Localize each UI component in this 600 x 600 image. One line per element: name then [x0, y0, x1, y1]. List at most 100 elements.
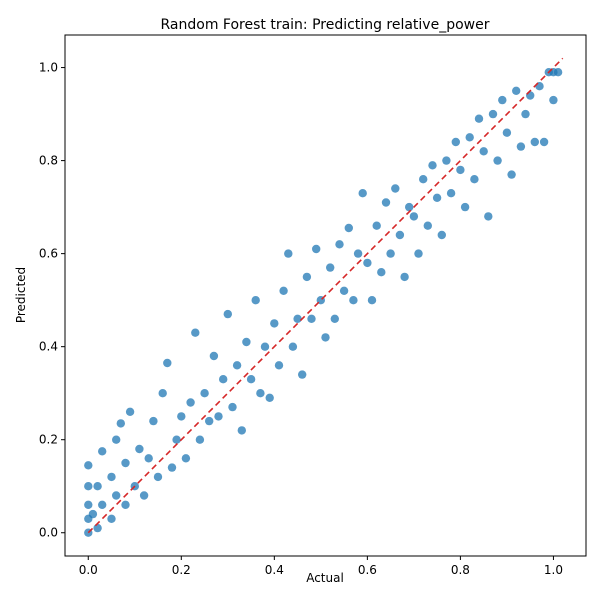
data-point — [84, 500, 93, 509]
data-point — [516, 142, 526, 151]
data-point — [474, 114, 484, 123]
data-point — [209, 351, 219, 361]
data-point — [535, 82, 544, 91]
plot-area — [84, 57, 564, 537]
data-point — [84, 461, 93, 470]
x-tick-label: 0.8 — [451, 563, 470, 577]
data-point — [270, 319, 279, 328]
data-point — [307, 314, 316, 323]
y-tick-label: 0.4 — [39, 340, 58, 354]
data-point — [125, 407, 135, 416]
data-point — [391, 184, 400, 193]
data-point — [274, 361, 284, 370]
chart-title: Random Forest train: Predicting relative… — [161, 17, 490, 33]
data-point — [498, 95, 507, 105]
data-point — [242, 337, 251, 347]
data-point — [284, 249, 293, 258]
data-point — [302, 272, 312, 282]
reference-line — [87, 57, 564, 534]
data-point — [232, 361, 242, 370]
data-point — [400, 272, 409, 282]
data-point — [93, 523, 102, 533]
data-point — [265, 393, 274, 402]
y-tick-label: 0.2 — [39, 433, 58, 447]
x-tick-label: 1.0 — [544, 563, 563, 577]
data-point — [344, 223, 353, 233]
data-point — [121, 458, 130, 468]
y-tick-label: 1.0 — [39, 61, 58, 75]
data-point — [112, 491, 121, 500]
y-tick-label: 0.8 — [39, 154, 58, 168]
data-point — [395, 230, 405, 240]
data-point — [293, 314, 302, 323]
data-point — [330, 314, 339, 323]
data-point — [502, 128, 512, 137]
data-point — [358, 189, 367, 198]
data-point — [465, 133, 474, 142]
data-point — [186, 398, 195, 407]
data-point — [149, 416, 158, 426]
data-point — [353, 249, 363, 258]
data-point — [158, 389, 167, 398]
data-point — [484, 212, 493, 221]
data-point — [177, 412, 186, 421]
y-axis-ticks: 0.0 0.2 0.4 0.6 0.8 1.0 — [39, 61, 65, 540]
data-point — [405, 202, 414, 212]
data-point — [200, 389, 209, 398]
data-point — [446, 189, 456, 198]
data-point — [153, 472, 163, 482]
data-point — [553, 68, 563, 77]
data-point — [107, 514, 116, 523]
y-tick-label: 0.6 — [39, 247, 58, 261]
data-point — [530, 137, 539, 147]
data-point — [488, 109, 498, 119]
data-point — [442, 156, 451, 165]
data-point — [112, 435, 121, 444]
data-point — [167, 463, 177, 472]
data-point — [107, 472, 116, 482]
x-axis-label: Actual — [306, 571, 344, 585]
data-point — [549, 95, 558, 105]
data-point — [479, 147, 488, 156]
data-point — [144, 454, 153, 463]
data-point — [181, 454, 191, 463]
data-point — [423, 221, 432, 230]
y-axis-label: Predicted — [14, 267, 28, 323]
data-point — [493, 156, 502, 165]
data-point — [419, 175, 428, 184]
data-point — [116, 419, 126, 428]
data-point — [228, 402, 237, 412]
data-point — [139, 491, 149, 500]
data-point — [163, 358, 172, 368]
data-point — [428, 161, 437, 170]
data-point — [386, 249, 395, 258]
data-point — [219, 375, 228, 384]
data-point — [372, 221, 381, 230]
data-point — [93, 482, 102, 491]
data-point — [470, 175, 479, 184]
data-point — [256, 389, 265, 398]
x-tick-label: 0.0 — [79, 563, 98, 577]
data-point — [246, 375, 256, 384]
data-point — [414, 249, 423, 258]
data-point — [98, 500, 107, 509]
data-point — [326, 263, 335, 272]
data-point — [321, 333, 330, 342]
data-point — [335, 240, 344, 249]
data-point — [288, 342, 298, 351]
data-point — [98, 447, 107, 456]
data-point — [367, 296, 377, 305]
data-point — [377, 268, 386, 277]
data-point — [409, 212, 419, 221]
data-point — [349, 296, 358, 305]
data-point — [205, 416, 214, 426]
axes-frame — [64, 34, 587, 557]
data-point — [339, 286, 349, 295]
data-point — [260, 342, 270, 351]
data-point — [456, 165, 465, 175]
data-point — [172, 435, 181, 444]
data-point — [223, 309, 232, 319]
data-point — [521, 109, 530, 119]
data-point — [279, 286, 288, 295]
